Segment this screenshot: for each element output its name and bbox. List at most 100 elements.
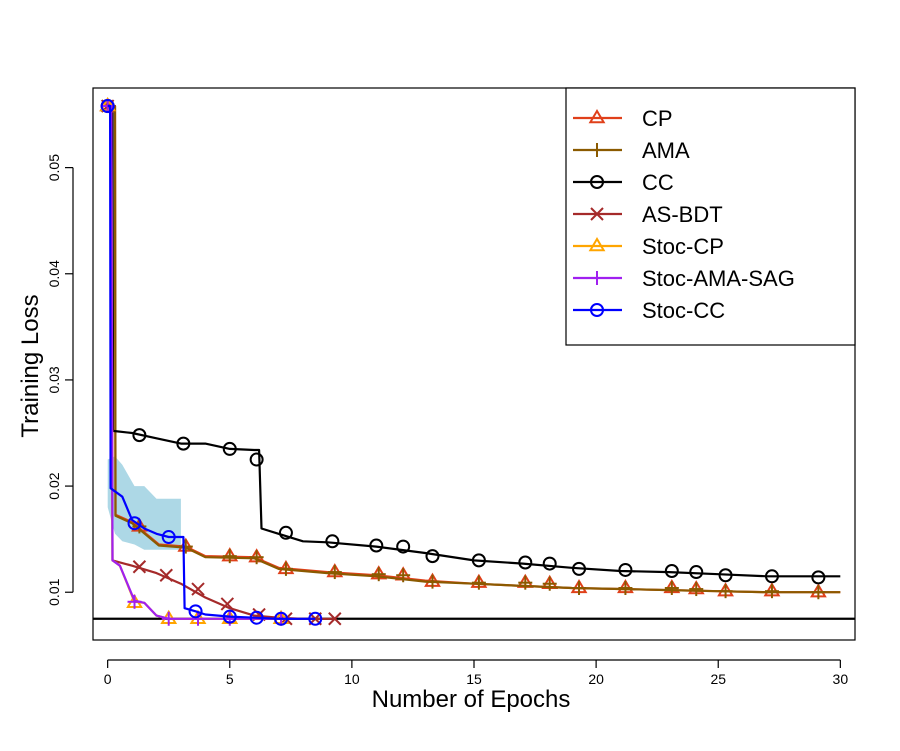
legend-label-stoc-ama-sag: Stoc-AMA-SAG	[642, 266, 795, 291]
legend-label-cc: CC	[642, 170, 674, 195]
legend-marker-stoc-cc	[590, 303, 604, 317]
series-marker-ama	[371, 567, 386, 582]
series-marker-as-bdt-b	[220, 597, 235, 611]
series-marker-ama	[471, 575, 486, 590]
series-marker-ama	[542, 576, 557, 591]
series-marker-stoc-ama-sag	[127, 594, 142, 609]
series-marker-stoc-cc	[127, 516, 142, 531]
series-marker-cc	[664, 564, 679, 578]
series-marker-ama	[222, 549, 237, 564]
series-marker-ama	[618, 580, 633, 595]
stoc-cc-band	[107, 456, 181, 550]
series-marker-ama	[249, 550, 264, 565]
x-tick-label: 5	[226, 671, 234, 687]
series-marker-stoc-ama-sag	[191, 611, 206, 626]
series-marker-as-bdt	[159, 568, 173, 582]
legend-marker-cp	[588, 109, 606, 124]
legend-item-stoc-cp: Stoc-CP	[573, 234, 724, 259]
series-marker-stoc-cc	[188, 604, 203, 619]
series-marker-cc	[518, 555, 533, 570]
series-marker-cc	[369, 538, 384, 553]
y-tick-label: 0.03	[46, 366, 62, 393]
legend-label-stoc-cc: Stoc-CC	[642, 298, 725, 323]
series-marker-cc	[249, 452, 264, 467]
series-marker-cc	[396, 539, 411, 554]
legend: CP AMA CC AS-BDT Stoc-CP Stoc-AMA-SAG Stoc-CC	[565, 87, 856, 346]
y-axis-title: Training Loss	[17, 294, 44, 437]
series-marker-stoc-ama-sag	[100, 99, 115, 114]
series-marker-ama	[811, 585, 826, 600]
legend-item-cc: CC	[573, 170, 674, 195]
legend-marker-stoc-ama-sag	[590, 271, 604, 285]
x-tick-label: 10	[344, 671, 360, 687]
series-marker-stoc-cc	[222, 609, 237, 624]
series-marker-as-bdt	[220, 597, 235, 611]
series-marker-ama	[178, 539, 193, 554]
axes: 0 5 10 15 20 25 30 0.01 0.02 0.03 0.04 0.05	[46, 87, 856, 687]
legend-item-stoc-ama-sag: Stoc-AMA-SAG	[573, 266, 795, 291]
plot-area	[93, 97, 855, 626]
legend-marker-as-bdt	[590, 207, 604, 221]
series-marker-as-bdt-b	[328, 612, 342, 626]
series-marker-ama	[664, 580, 679, 595]
series-marker-cc	[618, 562, 633, 577]
plot-frame	[92, 87, 856, 641]
legend-marker-stoc-cp	[588, 237, 606, 252]
y-tick-label: 0.02	[46, 472, 62, 499]
series-marker-ama	[572, 580, 587, 595]
series-marker-cc	[689, 565, 704, 580]
series-marker-ama	[718, 584, 733, 599]
series-marker-cc	[471, 553, 486, 568]
series-line-stoc-cc	[107, 104, 316, 620]
legend-item-ama: AMA	[573, 138, 690, 163]
series-marker-stoc-ama-sag	[161, 611, 176, 626]
series-marker-ama	[278, 561, 293, 576]
series-marker-cc	[325, 534, 340, 549]
legend-label-stoc-cp: Stoc-CP	[642, 234, 724, 259]
legend-item-cp: CP	[573, 106, 673, 131]
series-marker-ama	[518, 575, 533, 590]
x-tick-label: 30	[833, 671, 849, 687]
series-marker-as-bdt	[132, 560, 147, 574]
legend-label-cp: CP	[642, 106, 673, 131]
series-marker-as-bdt-b	[132, 560, 147, 574]
series-marker-as-bdt	[328, 612, 342, 626]
x-tick-label: 20	[588, 671, 604, 687]
legend-label-ama: AMA	[642, 138, 690, 163]
series-marker-as-bdt-b	[191, 582, 205, 596]
series-marker-ama	[689, 582, 704, 597]
series-marker-cc	[718, 568, 733, 583]
series-marker-cc	[572, 561, 587, 576]
series-marker-stoc-cc	[161, 530, 176, 545]
legend-label-as-bdt: AS-BDT	[642, 202, 723, 227]
series-marker-stoc-cc	[274, 611, 289, 626]
series-marker-cc	[764, 569, 779, 584]
series-marker-ama	[327, 565, 342, 580]
y-tick-label: 0.04	[46, 260, 62, 287]
series-marker-cc	[811, 570, 826, 585]
y-tick-label: 0.01	[46, 578, 62, 605]
series-marker-cc	[425, 549, 440, 564]
series-marker-ama	[396, 568, 411, 583]
series-line-ama	[107, 104, 841, 594]
series-marker-cc	[222, 441, 237, 456]
x-tick-label: 0	[104, 671, 112, 687]
x-tick-label: 15	[466, 671, 482, 687]
legend-item-as-bdt: AS-BDT	[573, 202, 723, 227]
legend-marker-ama	[590, 143, 604, 157]
series-marker-cc	[542, 556, 557, 571]
x-tick-label: 25	[710, 671, 726, 687]
series-marker-as-bdt	[191, 582, 205, 596]
series-marker-ama	[425, 574, 440, 589]
series-marker-stoc-cc	[249, 610, 264, 625]
legend-marker-as-bdt-b	[590, 207, 604, 221]
series-marker-ama	[764, 584, 779, 599]
series-marker-cc	[132, 428, 147, 443]
legend-box	[565, 87, 856, 346]
legend-marker-cc	[590, 175, 604, 189]
series-marker-stoc-cc	[100, 99, 115, 114]
series-marker-as-bdt-b	[159, 568, 173, 582]
series-marker-cc	[176, 436, 191, 451]
series-line-cc	[107, 104, 841, 578]
